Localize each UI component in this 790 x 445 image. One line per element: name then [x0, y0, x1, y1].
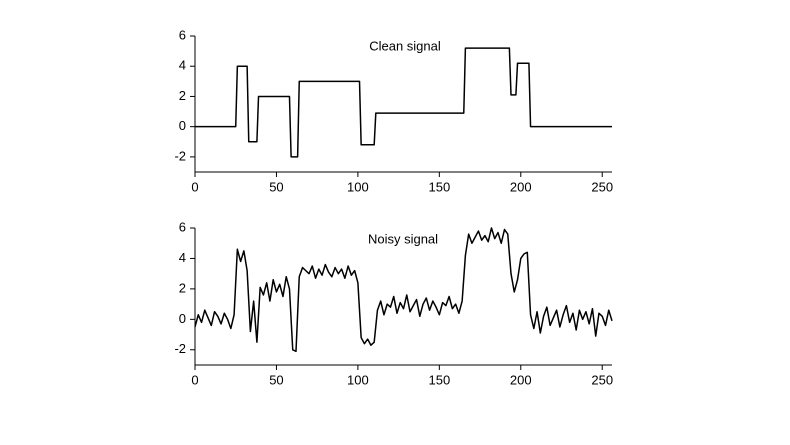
signal-line — [195, 47, 612, 158]
x-tick-label: 250 — [591, 372, 613, 387]
y-tick-label: 6 — [179, 27, 186, 42]
y-tick-label: 2 — [179, 88, 186, 103]
x-tick-label: 150 — [428, 179, 450, 194]
x-tick-label: 50 — [269, 179, 283, 194]
y-tick-label: 0 — [179, 118, 186, 133]
y-tick-label: -2 — [174, 341, 186, 356]
x-tick-label: 100 — [347, 179, 369, 194]
x-tick-label: 50 — [269, 372, 283, 387]
y-tick-label: -2 — [174, 148, 186, 163]
x-tick-label: 0 — [191, 179, 198, 194]
y-tick-label: 6 — [179, 219, 186, 234]
y-tick-label: 2 — [179, 280, 186, 295]
x-tick-label: 0 — [191, 372, 198, 387]
y-tick-label: 0 — [179, 311, 186, 326]
y-tick-label: 4 — [179, 250, 186, 265]
chart-title: Noisy signal — [368, 231, 438, 246]
x-tick-label: 200 — [510, 372, 532, 387]
x-tick-label: 200 — [510, 179, 532, 194]
x-tick-label: 150 — [428, 372, 450, 387]
y-tick-label: 4 — [179, 58, 186, 73]
x-tick-label: 100 — [347, 372, 369, 387]
signal-line — [194, 227, 613, 353]
x-tick-label: 250 — [591, 179, 613, 194]
chart-title: Clean signal — [369, 38, 441, 53]
